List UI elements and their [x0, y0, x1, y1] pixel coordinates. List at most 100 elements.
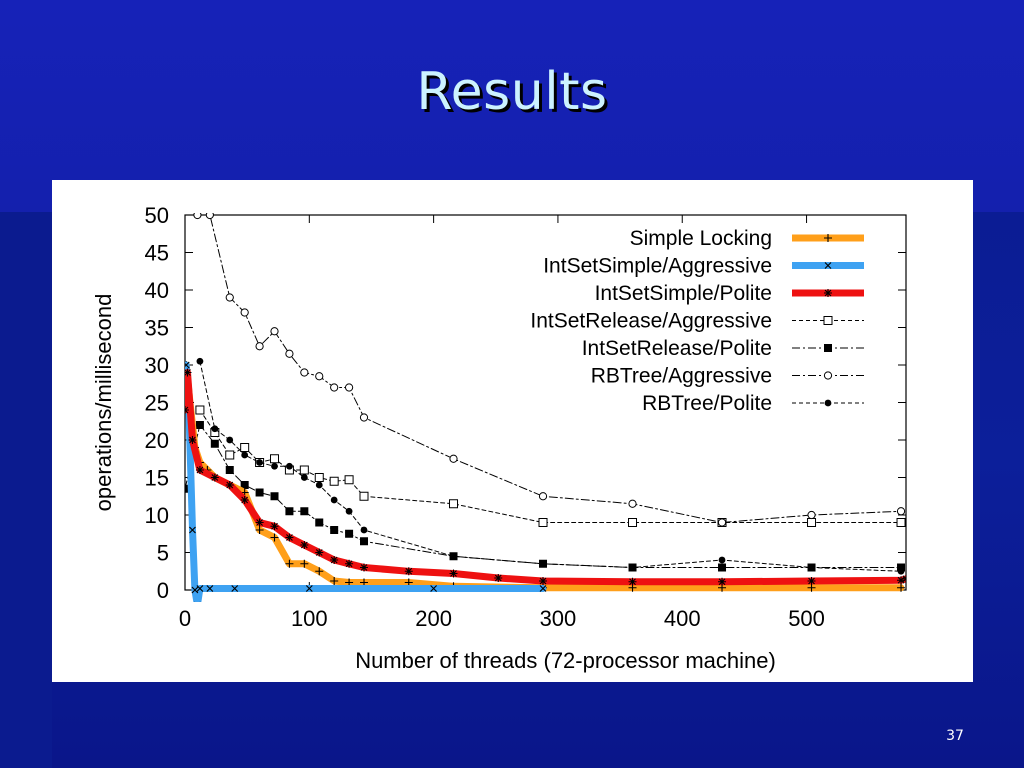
data-point-rbtree-aggressive — [330, 383, 339, 392]
data-point-rbtree-aggressive — [255, 342, 264, 351]
y-tick-label: 10 — [145, 503, 169, 528]
data-point-rbtree-polite — [286, 462, 293, 470]
legend-entry-intsetrelease-aggressive: IntSetRelease/Aggressive — [530, 310, 864, 333]
series-intsetsimple-polite — [185, 368, 906, 586]
data-point-intsetsimple-polite — [807, 577, 816, 585]
y-tick-label: 5 — [157, 541, 169, 566]
data-point-intsetrelease-polite — [330, 526, 339, 534]
data-point-intsetrelease-aggressive — [344, 475, 354, 485]
data-point-rbtree-aggressive — [717, 518, 727, 527]
data-point-rbtree-polite — [808, 564, 815, 571]
data-point-intsetsimple-aggressive — [305, 585, 313, 592]
data-point-intsetrelease-polite — [300, 507, 309, 516]
legend-entry-rbtree-polite: RBTree/Polite — [642, 392, 864, 415]
data-point-intsetrelease-aggressive — [225, 450, 235, 460]
data-point-intsetrelease-polite — [718, 563, 727, 572]
y-tick-label: 45 — [145, 241, 169, 266]
chart-panel: 0 5 10 15 20 25 30 35 40 45 50 0 100 200 300 400 500 Numb… — [52, 180, 973, 682]
data-point-rbtree-polite — [226, 436, 234, 444]
data-point-intsetsimple-polite — [539, 577, 548, 585]
legend-marker — [823, 316, 833, 325]
x-tick-label: 500 — [788, 606, 825, 631]
legend-marker — [824, 344, 832, 352]
data-point-rbtree-polite — [450, 552, 457, 560]
data-point-intsetsimple-aggressive — [430, 585, 438, 592]
data-point-intsetsimple-polite — [315, 548, 324, 557]
legend-entry-simple-locking: Simple Locking — [630, 227, 864, 250]
data-point-simple-locking — [255, 526, 264, 534]
data-point-rbtree-polite — [718, 556, 726, 564]
data-point-rbtree-polite — [539, 560, 547, 568]
data-point-rbtree-aggressive — [225, 293, 234, 302]
legend-entry-intsetsimple-aggressive: IntSetSimple/Aggressive — [543, 255, 864, 278]
series-simple-locking — [185, 361, 906, 592]
legend-label: IntSetRelease/Polite — [582, 337, 772, 360]
data-point-intsetsimple-aggressive — [196, 585, 204, 592]
x-tick-label: 100 — [291, 606, 328, 631]
title-band — [0, 0, 1024, 212]
slide-title: Results — [416, 62, 608, 122]
data-point-intsetsimple-polite — [494, 574, 503, 582]
data-point-intsetsimple-polite — [902, 574, 906, 583]
data-point-intsetrelease-aggressive — [270, 454, 280, 464]
y-tick-label: 20 — [145, 428, 169, 453]
data-point-rbtree-polite — [315, 481, 323, 489]
data-point-intsetsimple-aggressive — [189, 526, 196, 534]
data-point-intsetrelease-polite — [270, 492, 279, 501]
data-point-rbtree-aggressive — [359, 413, 369, 422]
data-point-intsetsimple-polite — [628, 577, 637, 586]
y-tick-label: 35 — [145, 316, 169, 341]
x-tick-label: 300 — [540, 606, 577, 631]
data-point-rbtree-aggressive — [240, 308, 249, 317]
data-point-simple-locking — [897, 583, 906, 592]
data-point-rbtree-aggressive — [896, 507, 906, 516]
slide-number: 37 — [946, 728, 964, 744]
series-intsetrelease-aggressive — [195, 405, 906, 527]
legend-marker — [824, 399, 832, 407]
legend-marker — [824, 234, 832, 242]
data-point-intsetrelease-polite — [360, 537, 369, 546]
data-point-intsetsimple-polite — [360, 563, 369, 572]
data-point-intsetrelease-polite — [285, 507, 294, 516]
data-point-intsetsimple-polite — [330, 556, 339, 564]
y-tick-label: 25 — [145, 391, 169, 416]
data-point-intsetsimple-polite — [449, 569, 458, 578]
data-point-intsetsimple-polite — [210, 473, 219, 482]
data-point-intsetrelease-aggressive — [329, 476, 339, 486]
data-point-intsetsimple-polite — [897, 576, 906, 585]
data-point-intsetsimple-polite — [345, 559, 354, 568]
left-edge-band — [0, 212, 52, 768]
data-point-intsetsimple-polite — [185, 406, 189, 414]
data-point-intsetsimple-aggressive — [194, 601, 201, 602]
data-point-rbtree-polite — [300, 474, 308, 481]
x-axis-label: Number of threads (72-processor machine) — [355, 648, 776, 673]
data-point-simple-locking — [315, 567, 324, 576]
legend-label: IntSetRelease/Aggressive — [530, 310, 772, 333]
data-point-intsetrelease-aggressive — [896, 518, 906, 527]
data-point-intsetrelease-polite — [195, 421, 204, 429]
data-point-intsetsimple-polite — [225, 481, 234, 489]
data-point-rbtree-aggressive — [315, 372, 324, 381]
data-point-intsetsimple-polite — [185, 368, 192, 377]
data-point-rbtree-polite — [345, 507, 353, 515]
data-point-intsetsimple-aggressive — [539, 585, 547, 592]
data-point-intsetrelease-polite — [345, 529, 354, 538]
data-point-rbtree-aggressive — [270, 327, 279, 336]
data-point-intsetsimple-polite — [195, 466, 204, 474]
data-point-rbtree-aggressive — [344, 383, 354, 392]
legend-label: IntSetSimple/Aggressive — [543, 255, 772, 278]
data-point-rbtree-polite — [897, 567, 905, 575]
data-point-intsetsimple-polite — [240, 496, 249, 504]
x-tick-label: 400 — [664, 606, 701, 631]
data-point-rbtree-aggressive — [807, 510, 816, 520]
legend-entry-intsetsimple-polite: IntSetSimple/Polite — [595, 282, 864, 305]
data-point-intsetrelease-polite — [185, 484, 189, 493]
data-point-intsetrelease-aggressive — [195, 405, 205, 415]
legend-marker — [824, 262, 832, 269]
data-point-rbtree-polite — [330, 496, 338, 504]
data-point-intsetrelease-aggressive — [538, 518, 548, 527]
legend-label: IntSetSimple/Polite — [595, 282, 772, 305]
legend-label: Simple Locking — [630, 227, 772, 250]
data-point-intsetsimple-polite — [300, 541, 309, 549]
